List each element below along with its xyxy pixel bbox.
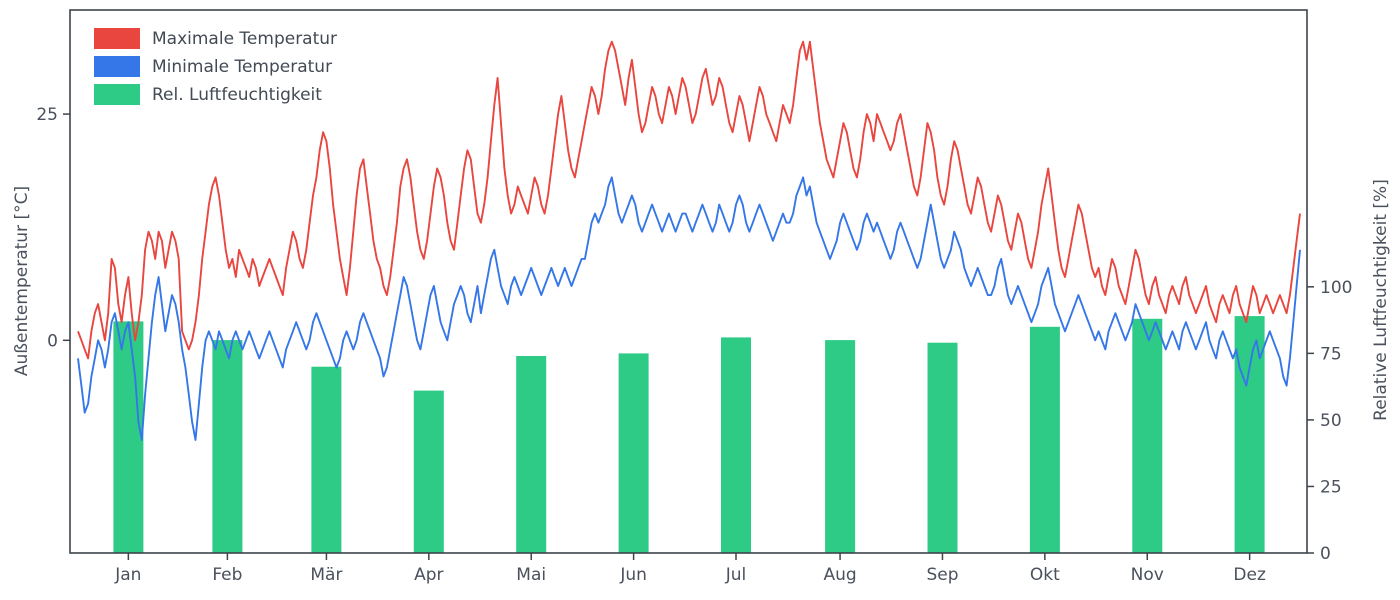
right-axis-title: Relative Luftfeuchtigkeit [%] [1371, 179, 1391, 421]
right-tick-label: 25 [1320, 477, 1342, 497]
humidity-bar [618, 353, 649, 553]
humidity-bar [927, 342, 958, 553]
x-tick-label: Jul [725, 565, 747, 585]
humidity-bar [1029, 326, 1060, 554]
x-tick-label: Jun [619, 565, 647, 585]
legend-item-min-temp: Minimale Temperatur [94, 56, 337, 77]
min-temp-line [77, 176, 1301, 441]
left-tick-label: 25 [36, 105, 58, 125]
x-tick-label: Okt [1030, 565, 1060, 585]
legend-item-humidity: Rel. Luftfeuchtigkeit [94, 84, 337, 105]
legend: Maximale Temperatur Minimale Temperatur … [92, 26, 344, 107]
legend-swatch-max-temp [94, 28, 140, 49]
humidity-bar [516, 356, 547, 553]
legend-swatch-min-temp [94, 56, 140, 77]
right-tick-label: 50 [1320, 411, 1342, 431]
x-tick-label: Mai [516, 565, 546, 585]
humidity-bars [113, 316, 1265, 554]
humidity-bar [1234, 316, 1265, 553]
humidity-bar [113, 321, 144, 553]
humidity-bar [212, 340, 243, 553]
left-axis-title: Außentemperatur [°C] [12, 185, 32, 377]
legend-label-min-temp: Minimale Temperatur [152, 56, 333, 77]
humidity-bar [413, 390, 444, 553]
humidity-bar [825, 340, 856, 553]
x-tick-label: Aug [823, 565, 856, 585]
legend-swatch-humidity [94, 84, 140, 105]
legend-label-max-temp: Maximale Temperatur [152, 28, 338, 49]
humidity-bar [1132, 318, 1163, 553]
legend-label-humidity: Rel. Luftfeuchtigkeit [152, 84, 322, 105]
x-tick-label: Mär [310, 565, 342, 585]
x-tick-label: Jan [114, 565, 141, 585]
x-tick-label: Apr [414, 565, 443, 585]
right-tick-label: 75 [1320, 344, 1342, 364]
x-tick-label: Feb [212, 565, 242, 585]
right-tick-label: 0 [1320, 544, 1331, 564]
humidity-bar [721, 337, 751, 553]
x-tick-label: Sep [926, 565, 958, 585]
left-tick-label: 0 [47, 331, 58, 351]
humidity-bar [311, 366, 342, 553]
plot-frame [69, 9, 1308, 554]
max-temp-line [77, 40, 1301, 360]
x-tick-label: Nov [1131, 565, 1164, 585]
axis-ticks: 0 25 0 25 50 75 100 Jan Feb Mär Apr Mai Jun Jul Aug Sep… [36, 105, 1352, 585]
x-tick-label: Dez [1233, 565, 1266, 585]
legend-item-max-temp: Maximale Temperatur [94, 28, 337, 49]
right-tick-label: 100 [1320, 278, 1352, 298]
